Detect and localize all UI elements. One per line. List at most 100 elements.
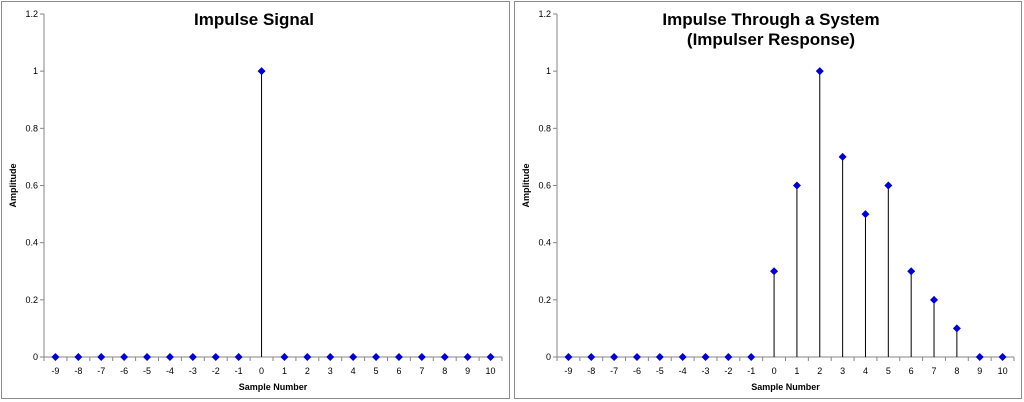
- data-point: [417, 353, 426, 361]
- x-tick-label: 7: [419, 366, 424, 376]
- x-tick-label: 10: [998, 366, 1008, 376]
- data-point: [463, 353, 472, 361]
- data-point: [975, 353, 984, 361]
- chart-title: Impulse Through a System: [662, 10, 879, 29]
- data-point: [907, 267, 916, 276]
- data-point: [188, 353, 197, 361]
- x-tick-label: -8: [74, 366, 82, 376]
- data-point: [930, 295, 939, 304]
- data-point: [564, 353, 573, 361]
- data-point: [234, 353, 243, 361]
- x-tick-label: -4: [166, 366, 174, 376]
- data-point: [815, 67, 824, 76]
- data-point: [632, 353, 641, 361]
- chart-svg: Impulse Signal 0 0.2 0.4 0.6 0.8 1 1.2 -9 -8 -7 -6 -…: [8, 9, 503, 392]
- data-point: [952, 324, 961, 333]
- data-point: [770, 267, 779, 276]
- data-point: [724, 353, 733, 361]
- data-point: [74, 353, 83, 361]
- data-point: [587, 353, 596, 361]
- chart-title: Impulse Signal: [194, 10, 314, 29]
- data-point: [143, 353, 152, 361]
- y-tick-label: 0.6: [25, 181, 38, 191]
- x-tick-label: 9: [465, 366, 470, 376]
- data-point: [701, 353, 710, 361]
- x-tick-label: 4: [351, 366, 356, 376]
- x-tick-label: -7: [97, 366, 105, 376]
- x-tick-label: 1: [794, 366, 799, 376]
- data-point: [372, 353, 381, 361]
- x-tick-label: -3: [702, 366, 710, 376]
- data-point: [303, 353, 312, 361]
- y-tick-label: 0.8: [25, 123, 38, 133]
- x-tick-label: 8: [954, 366, 959, 376]
- chart-impulse-signal: Impulse Signal 0 0.2 0.4 0.6 0.8 1 1.2 -9 -8 -7 -6 -…: [1, 1, 510, 399]
- y-tick-label: 0.6: [538, 181, 551, 191]
- x-tick-label: 0: [259, 366, 264, 376]
- y-tick-label: 1.2: [25, 9, 38, 19]
- x-tick-label: 3: [328, 366, 333, 376]
- x-tick-label: 2: [305, 366, 310, 376]
- data-point: [280, 353, 289, 361]
- y-tick-label: 1: [33, 66, 38, 76]
- y-tick-label: 0.2: [25, 295, 38, 305]
- chart-impulse-response: Impulse Through a System (Impulser Respon…: [514, 1, 1022, 399]
- y-axis-title: Amplitude: [521, 164, 531, 208]
- data-point: [165, 353, 174, 361]
- y-tick-label: 0.2: [538, 295, 551, 305]
- x-tick-label: -5: [143, 366, 151, 376]
- data-point: [440, 353, 449, 361]
- x-tick-label: -9: [564, 366, 572, 376]
- data-point: [97, 353, 106, 361]
- data-point: [747, 353, 756, 361]
- x-axis-title: Sample Number: [239, 382, 308, 392]
- data-point: [610, 353, 619, 361]
- x-tick-label: -1: [235, 366, 243, 376]
- y-tick-label: 0.8: [538, 123, 551, 133]
- data-point: [861, 210, 870, 219]
- data-point: [678, 353, 687, 361]
- x-tick-label: 3: [840, 366, 845, 376]
- x-tick-label: -5: [656, 366, 664, 376]
- chart-svg: Impulse Through a System(Impulser Respon…: [521, 9, 1015, 392]
- data-point: [120, 353, 129, 361]
- x-tick-label: 5: [886, 366, 891, 376]
- data-point: [792, 181, 801, 190]
- y-tick-label: 1.2: [538, 9, 551, 19]
- x-tick-label: -2: [724, 366, 732, 376]
- data-point: [326, 353, 335, 361]
- y-axis-title: Amplitude: [8, 164, 18, 208]
- x-tick-label: 5: [374, 366, 379, 376]
- x-tick-label: 1: [282, 366, 287, 376]
- x-tick-label: 7: [932, 366, 937, 376]
- x-tick-label: 4: [863, 366, 868, 376]
- x-tick-label: 6: [396, 366, 401, 376]
- data-point: [486, 353, 495, 361]
- x-tick-label: -6: [120, 366, 128, 376]
- data-point: [51, 353, 60, 361]
- y-tick-label: 0.4: [538, 238, 551, 248]
- data-point: [998, 353, 1007, 361]
- y-tick-label: 0.4: [25, 238, 38, 248]
- data-point: [655, 353, 664, 361]
- x-tick-label: -7: [610, 366, 618, 376]
- data-point: [257, 67, 266, 76]
- data-point: [884, 181, 893, 190]
- x-tick-label: -2: [212, 366, 220, 376]
- x-tick-label: 10: [486, 366, 496, 376]
- data-point: [838, 152, 847, 161]
- x-tick-label: 6: [909, 366, 914, 376]
- chart-title: (Impulser Response): [687, 30, 855, 49]
- x-tick-label: -1: [747, 366, 755, 376]
- y-tick-label: 0: [33, 352, 38, 362]
- x-tick-label: 8: [442, 366, 447, 376]
- x-tick-label: -8: [587, 366, 595, 376]
- data-point: [211, 353, 220, 361]
- x-tick-label: 9: [977, 366, 982, 376]
- x-tick-label: -3: [189, 366, 197, 376]
- data-point: [394, 353, 403, 361]
- y-tick-label: 1: [546, 66, 551, 76]
- y-tick-label: 0: [546, 352, 551, 362]
- x-tick-label: -4: [679, 366, 687, 376]
- x-axis-title: Sample Number: [751, 382, 820, 392]
